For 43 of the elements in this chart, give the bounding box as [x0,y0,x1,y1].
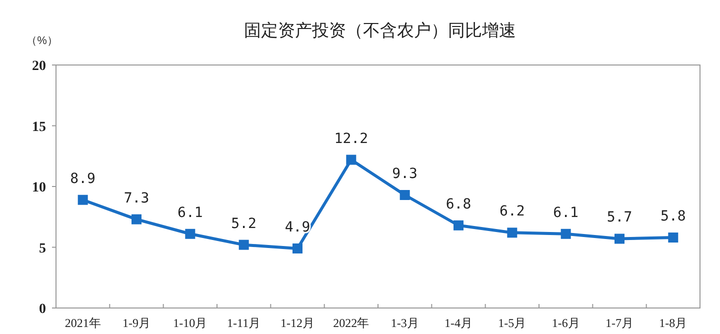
data-label: 5.7 [606,210,632,226]
point [668,232,678,243]
point [560,228,571,239]
y-tick-label: 15 [32,120,46,135]
x-tick-label: 1-10月 [173,316,208,330]
point [507,228,518,238]
x-tick-label: 1-8月 [659,316,688,330]
point [400,190,410,200]
x-tick-label: 2022年 [333,316,370,330]
x-tick-label: 1-12月 [280,316,314,330]
y-tick-label: 10 [32,180,46,196]
x-tick-label: 1-6月 [552,316,580,330]
point [346,154,356,165]
y-tick-label: 0 [39,302,46,317]
data-label: 5.2 [231,216,256,232]
x-tick-label: 1-7月 [606,316,634,330]
point [238,240,249,250]
data-label: 4.9 [284,219,310,236]
y-tick-label: 5 [39,241,46,256]
x-tick-label: 1-11月 [227,316,261,330]
data-label: 12.2 [334,130,368,147]
x-tick-label: 2021年 [64,316,101,330]
data-label: 6.2 [500,204,525,220]
data-label: 6.1 [553,204,578,221]
data-label: 9.3 [392,166,418,182]
data-label: 8.9 [70,170,96,187]
x-tick-label: 1-9月 [122,316,150,330]
x-tick-label: 1-4月 [444,316,472,330]
point [78,194,88,205]
data-label: 5.8 [660,208,686,225]
data-label: 6.8 [446,196,472,212]
point [132,214,142,224]
chart-title: 固定资产投资（不含农户）同比增速 [244,21,516,40]
point [185,228,196,239]
x-tick-label: 1-3月 [390,316,419,330]
point [614,234,624,244]
y-axis-title: （%） [26,35,58,47]
data-label: 7.3 [124,190,150,206]
point [292,243,302,254]
data-label: 6.1 [178,204,203,221]
y-tick-label: 20 [32,59,46,74]
x-tick-label: 1-5月 [498,316,526,330]
point [454,220,464,230]
